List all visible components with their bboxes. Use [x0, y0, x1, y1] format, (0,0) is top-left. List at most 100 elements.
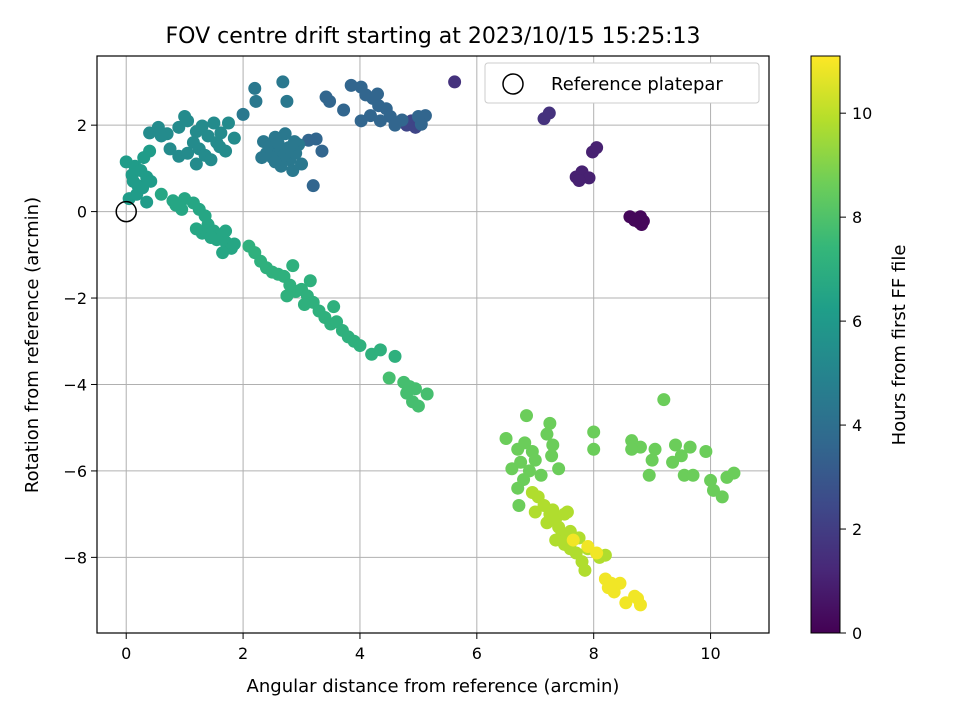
x-tick-label: 6 [472, 644, 482, 663]
data-point [560, 505, 574, 519]
legend: Reference platepar [484, 62, 760, 104]
data-point [499, 432, 513, 446]
data-point [302, 133, 316, 147]
data-point [528, 505, 542, 519]
y-axis-ticks: −8 −6 −4 −2 0 2 [63, 116, 97, 567]
data-point [189, 222, 203, 236]
data-point [382, 371, 396, 385]
data-point [657, 393, 671, 407]
data-point [286, 259, 300, 273]
y-tick-label: −6 [63, 462, 87, 481]
data-point [519, 409, 533, 423]
reference-marker [115, 200, 137, 223]
data-point [540, 427, 554, 441]
data-point [546, 503, 560, 517]
y-axis-label: Rotation from reference (arcmin) [22, 197, 43, 493]
colorbar-tick-label: 4 [852, 416, 862, 435]
data-point [542, 106, 556, 120]
data-point [353, 339, 367, 353]
data-point [227, 131, 241, 145]
y-tick-label: −8 [63, 548, 87, 567]
data-point [303, 274, 317, 288]
data-point [327, 300, 341, 314]
data-point [395, 113, 409, 127]
data-point [280, 289, 294, 303]
x-tick-label: 4 [355, 644, 365, 663]
data-point [276, 75, 290, 89]
data-point [370, 87, 384, 101]
data-point [315, 144, 329, 158]
data-point [136, 181, 150, 195]
y-tick-label: −2 [63, 289, 87, 308]
data-point [213, 140, 227, 154]
data-point [219, 224, 233, 238]
data-point [411, 399, 425, 413]
data-point [528, 453, 542, 467]
data-point [549, 533, 563, 547]
data-point [207, 116, 221, 130]
colorbar-tick-label: 0 [852, 624, 862, 643]
data-point [354, 114, 368, 128]
data-point [704, 473, 718, 487]
data-point [221, 116, 235, 130]
data-point [727, 466, 741, 480]
colorbar-label: Hours from first FF file [889, 245, 910, 446]
data-point [642, 468, 656, 482]
x-tick-label: 0 [121, 644, 131, 663]
data-point [552, 462, 566, 476]
data-point [143, 144, 157, 158]
data-point [297, 298, 311, 312]
data-point [286, 164, 300, 178]
data-point [448, 75, 462, 89]
data-point [181, 146, 195, 160]
data-point [288, 135, 302, 149]
data-point [715, 490, 729, 504]
data-point [227, 237, 241, 251]
data-point [154, 129, 168, 143]
data-point [648, 442, 662, 456]
data-point [140, 195, 154, 209]
data-point [306, 179, 320, 193]
reference-point [115, 200, 137, 223]
data-point [518, 436, 532, 450]
data-point [249, 94, 263, 108]
y-tick-label: 2 [77, 116, 87, 135]
data-point [271, 136, 285, 150]
data-point [587, 425, 601, 439]
data-point [400, 386, 414, 400]
data-point [248, 81, 262, 95]
data-point [126, 174, 140, 188]
data-point [514, 455, 528, 469]
colorbar-ticks: 0 2 4 6 8 10 [840, 104, 872, 643]
data-point [686, 468, 700, 482]
data-point [546, 438, 560, 452]
data-point [582, 171, 596, 185]
data-point [628, 213, 642, 227]
data-point [169, 198, 183, 212]
x-axis-label: Angular distance from reference (arcmin) [247, 676, 620, 697]
data-point [163, 142, 177, 156]
data-point [319, 90, 333, 104]
data-point [545, 449, 559, 463]
x-tick-label: 10 [700, 644, 720, 663]
data-point [414, 117, 428, 131]
data-point [566, 533, 580, 547]
colorbar-tick-label: 8 [852, 208, 862, 227]
data-point [590, 546, 604, 560]
data-point [255, 151, 269, 165]
plot-area-frame [96, 55, 770, 634]
data-point [344, 78, 358, 92]
data-point [587, 442, 601, 456]
data-point [420, 387, 434, 401]
data-point [590, 141, 604, 155]
data-point [572, 173, 586, 187]
data-point [268, 155, 282, 169]
data-point [280, 94, 294, 108]
data-point [543, 416, 557, 430]
data-point [204, 231, 218, 245]
legend-marker [502, 73, 524, 95]
data-point [631, 591, 645, 605]
colorbar-gradient [810, 55, 841, 634]
data-point [278, 127, 292, 141]
